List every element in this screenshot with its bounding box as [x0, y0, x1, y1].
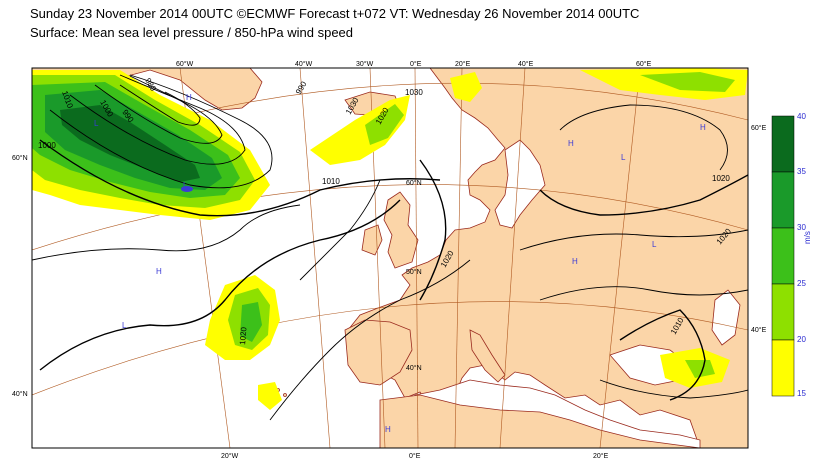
map-frame	[31, 67, 749, 449]
colorbar-unit: m/s	[803, 231, 812, 244]
low-centre-marker	[181, 186, 193, 192]
pressure-centre: L	[652, 240, 657, 249]
isobar-label: 1020	[238, 326, 249, 345]
colorbar-tick: 15	[797, 389, 806, 398]
lon-label: 30°W	[356, 60, 374, 68]
pressure-centre: H	[700, 123, 706, 132]
pressure-centre: L	[183, 181, 188, 190]
isobar-labels: 1010 1000 990 980 1000 990 1020 1010 102…	[38, 77, 733, 346]
pressure-centre: H	[385, 425, 391, 434]
lon-label: 20°W	[221, 452, 239, 460]
isobar-label: 1020	[712, 174, 730, 183]
pressure-centre: L	[94, 119, 99, 128]
pressure-centre: H	[156, 267, 162, 276]
graticule	[32, 68, 748, 448]
lon-label: 60°E	[636, 60, 652, 68]
lon-label: 40°W	[295, 60, 313, 68]
latitude-labels: 60°N 40°N 60°N 50°N 40°N 60°E 40°E	[12, 124, 767, 398]
colorbar-tick: 30	[797, 223, 806, 232]
longitude-labels: 60°W 40°W 30°W 0°E 20°E 40°E 60°E 20°W 0…	[176, 60, 652, 460]
forecast-subtitle: Surface: Mean sea level pressure / 850-h…	[30, 25, 354, 40]
forecast-title: Sunday 23 November 2014 00UTC ©ECMWF For…	[30, 6, 640, 21]
colorbar-tick: 40	[797, 112, 806, 121]
isobar-label: 1000	[38, 141, 56, 150]
land-masses	[32, 68, 748, 448]
lat-label: 60°E	[751, 124, 767, 132]
lat-label: 60°N	[406, 179, 422, 187]
colorbar-tick: 35	[797, 167, 806, 176]
pressure-centre: H	[572, 257, 578, 266]
lon-label: 20°E	[455, 60, 471, 68]
pressure-centre: H	[568, 139, 574, 148]
pressure-centre: L	[621, 153, 626, 162]
wind-speed-colorbar: 15 20 25 30 35 40 m/s	[771, 112, 812, 398]
lat-label: 40°E	[751, 326, 767, 334]
pressure-centre: L	[122, 321, 127, 330]
isobars	[32, 74, 748, 421]
colorbar-tick: 20	[797, 335, 806, 344]
lon-label: 40°E	[518, 60, 534, 68]
lat-label: 40°N	[406, 364, 422, 372]
lon-label: 0°E	[410, 60, 422, 68]
isobar-label: 1010	[322, 177, 340, 186]
lat-label: 50°N	[406, 268, 422, 276]
pressure-centre: H	[186, 93, 192, 102]
lat-label: 60°N	[12, 154, 28, 162]
lon-label: 20°E	[593, 452, 609, 460]
colorbar-tick: 25	[797, 279, 806, 288]
isobar-label: 1030	[405, 88, 423, 97]
lat-label: 40°N	[12, 390, 28, 398]
lon-label: 0°E	[409, 452, 421, 460]
lon-label: 60°W	[176, 60, 194, 68]
pressure-centres: H L L H L H L H H L H	[94, 93, 706, 434]
